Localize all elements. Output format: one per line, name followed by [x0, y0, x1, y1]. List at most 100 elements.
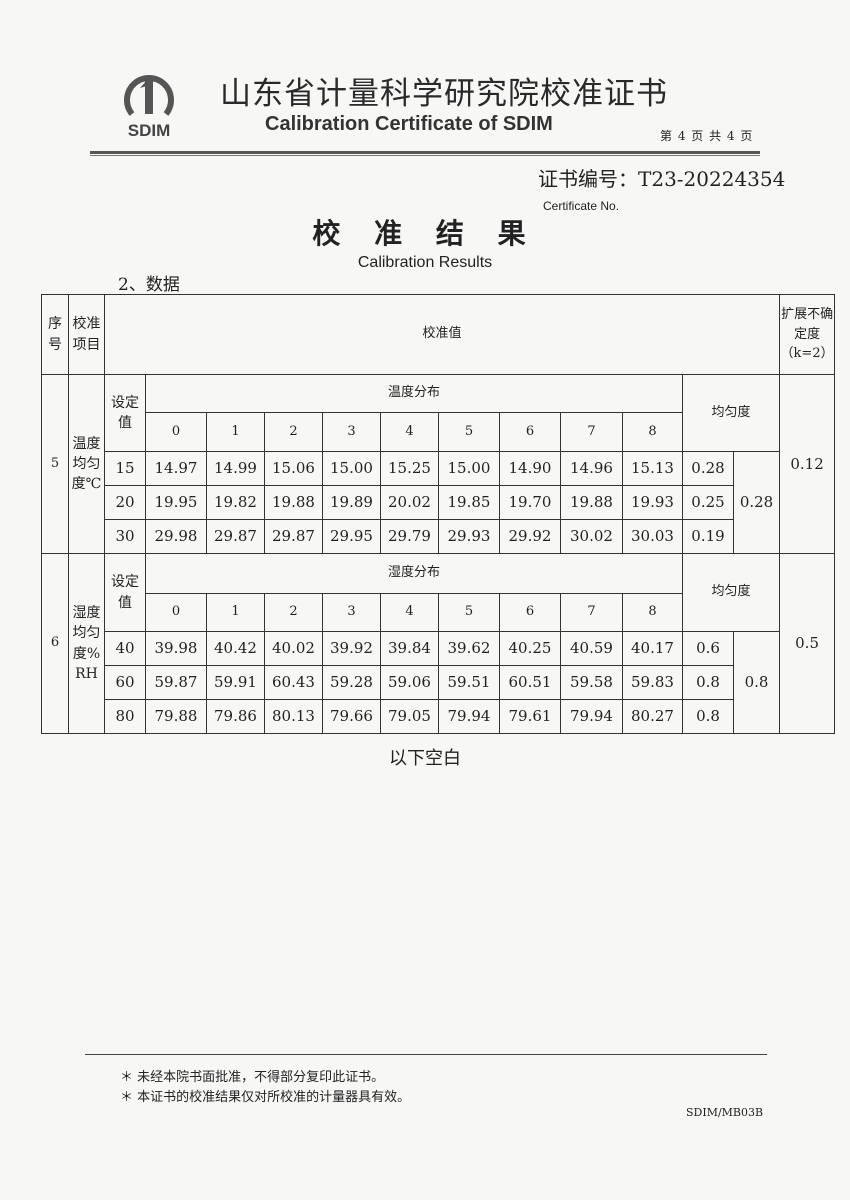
point-number: 5 — [438, 412, 500, 452]
measured-value: 60.43 — [264, 665, 323, 700]
table-row: 40 39.98 40.42 40.02 39.92 39.84 39.62 40.25 40.… — [42, 631, 835, 734]
point-number: 5 — [438, 593, 500, 632]
header-rule-thin — [90, 155, 760, 156]
measured-value: 80.13 — [264, 699, 323, 734]
measured-value: 14.90 — [499, 451, 561, 486]
measured-value: 29.98 — [145, 519, 207, 554]
measured-value: 40.02 — [264, 631, 323, 666]
measured-value: 19.88 — [560, 485, 623, 520]
setpoint-label: 设定值 — [104, 374, 146, 452]
overall-uniformity: 0.8 — [732, 631, 781, 734]
point-number: 0 — [145, 412, 207, 452]
measured-value: 29.87 — [206, 519, 265, 554]
uncertainty-cell: 0.5 — [779, 553, 836, 734]
measured-value: 79.05 — [380, 699, 439, 734]
measured-value: 30.03 — [622, 519, 683, 554]
calibration-results-table: 序号 校准项目 校准值 扩展不确定度（k=2） 5 温度均匀度℃ 设定值 温度分布 均匀… — [41, 294, 836, 734]
header-rule — [90, 151, 760, 154]
measured-value: 59.51 — [438, 665, 500, 700]
measured-value: 79.88 — [145, 699, 207, 734]
point-number: 3 — [322, 412, 381, 452]
measured-value: 40.25 — [499, 631, 561, 666]
measured-value: 15.00 — [438, 451, 500, 486]
measured-value: 19.88 — [264, 485, 323, 520]
overall-uniformity: 0.28 — [732, 451, 781, 554]
measured-value: 29.92 — [499, 519, 561, 554]
uncertainty-cell: 0.12 — [779, 374, 836, 554]
measured-value: 40.17 — [622, 631, 683, 666]
setpoint-value: 40 — [104, 631, 146, 666]
form-code: SDIM/MB03B — [686, 1106, 764, 1119]
setpoint-value: 20 — [104, 485, 146, 520]
measured-value: 30.02 — [560, 519, 623, 554]
measured-value: 79.61 — [499, 699, 561, 734]
table-row: 60 59.87 59.91 60.43 59.28 59.06 59.51 60.51 59.… — [42, 665, 835, 700]
measured-value: 29.95 — [322, 519, 381, 554]
measured-value: 80.27 — [622, 699, 683, 734]
measured-value: 14.97 — [145, 451, 207, 486]
setpoint-label: 设定值 — [104, 553, 146, 632]
table-row: 80 79.88 79.86 80.13 79.66 79.05 79.94 79.61 79.… — [42, 699, 835, 734]
measured-value: 79.94 — [560, 699, 623, 734]
table-row: 15 14.97 14.99 15.06 15.00 15.25 15.00 14.90 14.… — [42, 451, 835, 554]
measured-value: 19.70 — [499, 485, 561, 520]
point-number: 4 — [380, 593, 439, 632]
measured-value: 59.28 — [322, 665, 381, 700]
results-title-en: Calibration Results — [357, 254, 493, 271]
measured-value: 19.95 — [145, 485, 207, 520]
point-number: 7 — [560, 593, 623, 632]
distribution-label: 湿度分布 — [145, 553, 683, 594]
index-cell: 5 — [41, 374, 69, 554]
measured-value: 79.86 — [206, 699, 265, 734]
table-row: 30 29.98 29.87 29.87 29.95 29.79 29.93 29.92 30.… — [42, 519, 835, 554]
block-header-row: 6 湿度均匀度%RH 设定值 湿度分布 均匀度 0.5 — [41, 553, 836, 734]
uniformity-label: 均匀度 — [681, 553, 781, 632]
table-row: 20 19.95 19.82 19.88 19.89 20.02 19.85 19.70 19.… — [42, 485, 835, 520]
row-uniformity: 0.19 — [682, 519, 734, 554]
measured-value: 15.13 — [622, 451, 683, 486]
footer-rule — [85, 1054, 767, 1055]
point-number: 4 — [380, 412, 439, 452]
measured-value: 39.92 — [322, 631, 381, 666]
point-number: 7 — [560, 412, 623, 452]
distribution-label: 温度分布 — [145, 374, 683, 413]
footer-note: ＊ 本证书的校准结果仅对所校准的计量器具有效。 — [120, 1090, 411, 1105]
point-number: 8 — [622, 412, 683, 452]
measured-value: 59.83 — [622, 665, 683, 700]
row-uniformity: 0.28 — [682, 451, 734, 486]
measured-value: 40.59 — [560, 631, 623, 666]
header-value: 校准值 — [103, 294, 781, 375]
results-title: 校 准 结 果 — [312, 217, 538, 250]
point-number: 6 — [499, 593, 561, 632]
blank-below-notice: 以下空白 — [389, 748, 461, 769]
setpoint-value: 30 — [104, 519, 146, 554]
measured-value: 29.87 — [264, 519, 323, 554]
measured-value: 59.91 — [206, 665, 265, 700]
header-uncertainty: 扩展不确定度（k=2） — [779, 294, 836, 375]
measured-value: 15.25 — [380, 451, 439, 486]
index-cell: 6 — [41, 553, 69, 734]
measured-value: 14.99 — [206, 451, 265, 486]
certificate-number: 证书编号：T23-20224354 — [538, 167, 786, 191]
section-heading: 2、数据 — [118, 275, 180, 295]
measured-value: 14.96 — [560, 451, 623, 486]
svg-text:SDIM: SDIM — [128, 121, 171, 140]
point-number: 3 — [322, 593, 381, 632]
measured-value: 39.84 — [380, 631, 439, 666]
sdim-logo: SDIM — [124, 75, 174, 140]
point-number: 2 — [264, 412, 323, 452]
page-info: 第 4 页 共 4 页 — [660, 129, 754, 143]
row-uniformity: 0.8 — [682, 665, 734, 700]
row-uniformity: 0.8 — [682, 699, 734, 734]
measured-value: 19.89 — [322, 485, 381, 520]
measured-value: 59.06 — [380, 665, 439, 700]
footer-note: ＊ 未经本院书面批准，不得部分复印此证书。 — [120, 1070, 385, 1085]
item-cell: 湿度均匀度%RH — [68, 553, 105, 734]
setpoint-value: 60 — [104, 665, 146, 700]
measured-value: 39.62 — [438, 631, 500, 666]
table-header-row: 序号 校准项目 校准值 扩展不确定度（k=2） — [41, 294, 836, 375]
measured-value: 15.06 — [264, 451, 323, 486]
setpoint-value: 15 — [104, 451, 146, 486]
